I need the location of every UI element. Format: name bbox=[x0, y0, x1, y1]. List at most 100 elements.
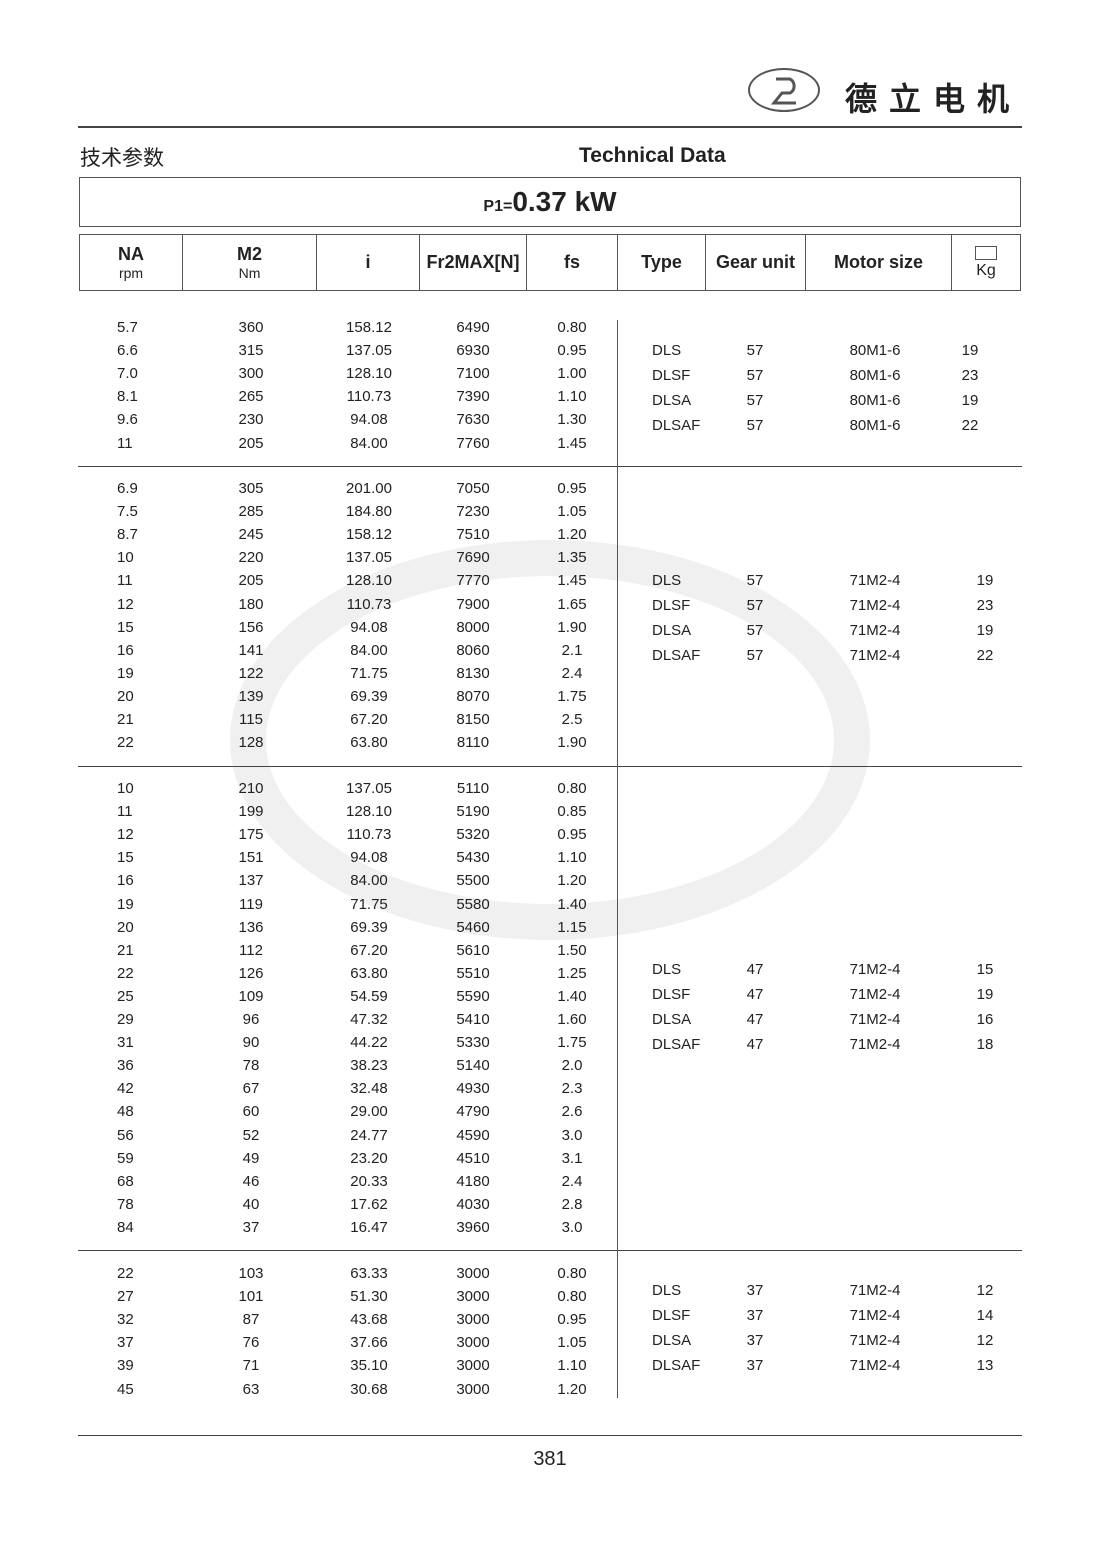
weight-kg: 15 bbox=[976, 961, 994, 978]
gear-unit: 57 bbox=[746, 342, 764, 359]
speed-na: 32 bbox=[117, 1311, 134, 1329]
radial-force: 8110 bbox=[456, 734, 490, 752]
torque-m2: 128 bbox=[238, 734, 264, 752]
torque-m2: 265 bbox=[238, 388, 264, 406]
watermark-logo bbox=[230, 540, 870, 940]
radial-force: 6490 bbox=[456, 319, 490, 336]
col-m2-label: M2 bbox=[236, 244, 262, 264]
ratio-i: 35.10 bbox=[350, 1357, 388, 1375]
speed-na: 42 bbox=[117, 1080, 134, 1098]
torque-m2: 175 bbox=[238, 826, 264, 844]
ratio-i: 20.33 bbox=[350, 1172, 388, 1190]
speed-na: 59 bbox=[117, 1149, 134, 1167]
gear-unit: 47 bbox=[746, 986, 764, 1003]
torque-m2: 220 bbox=[238, 549, 264, 567]
radial-force: 5460 bbox=[456, 918, 490, 936]
service-factor: 1.20 bbox=[557, 1380, 587, 1398]
gear-unit: 37 bbox=[746, 1332, 764, 1349]
power-prefix: P1= bbox=[483, 198, 513, 215]
gear-unit: 57 bbox=[746, 572, 764, 589]
service-factor: 0.80 bbox=[557, 1288, 587, 1306]
motor-size: 71M2-4 bbox=[849, 572, 901, 589]
service-factor: 0.95 bbox=[557, 1311, 587, 1329]
col-na-unit: rpm bbox=[118, 265, 144, 281]
service-factor: 1.20 bbox=[557, 872, 587, 890]
ratio-i: 110.73 bbox=[346, 826, 392, 844]
torque-m2: 136 bbox=[238, 918, 264, 936]
ratio-i: 128.10 bbox=[346, 572, 392, 590]
service-factor: 1.45 bbox=[557, 434, 587, 452]
gear-unit: 57 bbox=[746, 367, 764, 384]
gear-unit: 37 bbox=[746, 1307, 764, 1324]
speed-na: 22 bbox=[117, 964, 134, 982]
group-divider bbox=[78, 1250, 1022, 1251]
ratio-i: 84.00 bbox=[350, 872, 388, 890]
torque-m2: 37 bbox=[242, 1218, 260, 1236]
gear-unit: 37 bbox=[746, 1357, 764, 1374]
radial-force: 8070 bbox=[456, 687, 490, 705]
torque-m2: 76 bbox=[242, 1334, 260, 1352]
gear-unit: 57 bbox=[746, 647, 764, 664]
service-factor: 0.80 bbox=[557, 1265, 587, 1282]
torque-m2: 112 bbox=[239, 941, 263, 959]
motor-size: 80M1-6 bbox=[849, 342, 901, 359]
ratio-i: 37.66 bbox=[350, 1334, 388, 1352]
type: DLS bbox=[652, 961, 682, 978]
service-factor: 1.65 bbox=[557, 595, 587, 613]
torque-m2: 60 bbox=[242, 1103, 260, 1121]
service-factor: 1.05 bbox=[557, 503, 587, 521]
motor-size: 71M2-4 bbox=[849, 1011, 901, 1028]
service-factor: 0.95 bbox=[557, 480, 587, 497]
speed-na: 36 bbox=[117, 1057, 134, 1075]
service-factor: 0.95 bbox=[557, 342, 587, 360]
type: DLSAF bbox=[652, 1357, 701, 1374]
speed-na: 8.7 bbox=[117, 526, 138, 544]
type: DLSA bbox=[652, 622, 692, 639]
motor-size: 71M2-4 bbox=[849, 1357, 901, 1374]
radial-force: 8060 bbox=[456, 641, 490, 659]
col-motor-label: Motor size bbox=[833, 252, 923, 272]
weight-kg: 18 bbox=[976, 1036, 994, 1053]
ratio-i: 184.80 bbox=[346, 503, 392, 521]
ratio-i: 43.68 bbox=[350, 1311, 388, 1329]
type: DLSAF bbox=[652, 1036, 701, 1053]
ratio-i: 94.08 bbox=[350, 411, 388, 429]
ratio-i: 30.68 bbox=[350, 1380, 388, 1398]
ratio-i: 23.20 bbox=[350, 1149, 388, 1167]
torque-m2: 300 bbox=[238, 365, 264, 383]
group-divider bbox=[78, 466, 1022, 467]
col-i-label: i bbox=[365, 252, 371, 272]
ratio-i: 16.47 bbox=[350, 1218, 388, 1236]
speed-na: 10 bbox=[117, 780, 134, 797]
radial-force: 3000 bbox=[456, 1311, 490, 1329]
torque-m2: 96 bbox=[242, 1011, 260, 1028]
torque-m2: 122 bbox=[238, 664, 264, 682]
col-m2-unit: Nm bbox=[238, 265, 261, 281]
torque-m2: 210 bbox=[238, 780, 264, 797]
radial-force: 5590 bbox=[456, 987, 490, 1005]
vertical-divider bbox=[617, 320, 618, 1398]
type: DLSAF bbox=[652, 417, 701, 434]
torque-m2: 103 bbox=[238, 1265, 264, 1282]
speed-na: 19 bbox=[117, 895, 134, 913]
title-en: Technical Data bbox=[579, 144, 726, 167]
torque-m2: 199 bbox=[238, 803, 264, 821]
speed-na: 56 bbox=[117, 1126, 134, 1144]
gear-unit: 47 bbox=[746, 961, 764, 978]
radial-force: 6930 bbox=[456, 342, 490, 360]
speed-na: 10 bbox=[117, 549, 134, 567]
radial-force: 7770 bbox=[456, 572, 490, 590]
weight-kg: 12 bbox=[976, 1332, 994, 1349]
gear-unit: 47 bbox=[746, 1011, 764, 1028]
radial-force: 5580 bbox=[456, 895, 490, 913]
ratio-i: 137.05 bbox=[346, 342, 392, 360]
radial-force: 5110 bbox=[456, 780, 490, 797]
speed-na: 21 bbox=[117, 941, 134, 959]
col-na-label: NA bbox=[118, 244, 144, 264]
type: DLSA bbox=[652, 1011, 692, 1028]
ratio-i: 128.10 bbox=[346, 803, 392, 821]
weight-kg: 14 bbox=[976, 1307, 994, 1324]
ratio-i: 69.39 bbox=[350, 687, 388, 705]
power-value: 0.37 kW bbox=[512, 186, 617, 217]
speed-na: 22 bbox=[117, 734, 134, 752]
